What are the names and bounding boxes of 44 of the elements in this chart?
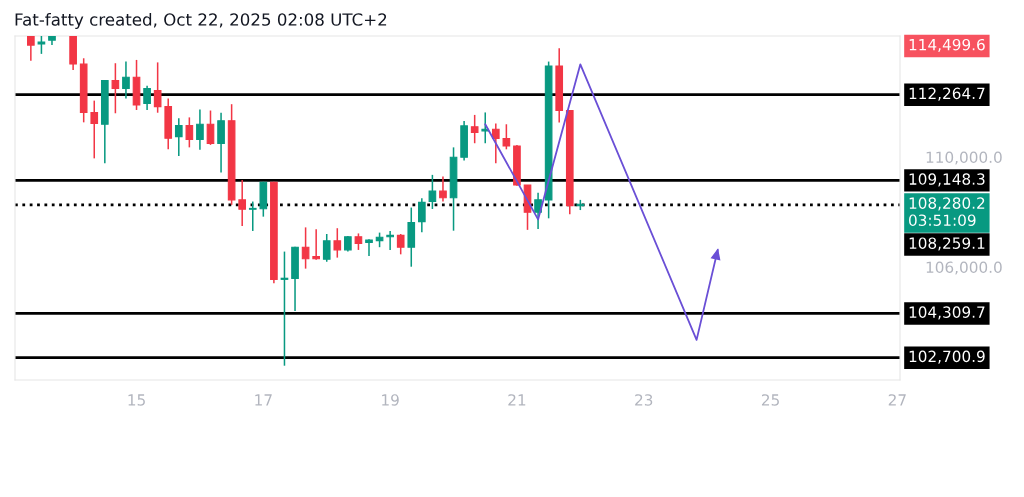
x-tick-label: 17 <box>255 394 272 406</box>
x-tick-label: 25 <box>761 394 779 406</box>
candlestick <box>322 233 331 263</box>
candlestick <box>470 114 479 145</box>
ref-line-label: 109,148.3 <box>909 173 985 187</box>
candlestick <box>396 233 405 256</box>
candlestick <box>491 122 500 165</box>
x-tick-label: 27 <box>888 394 906 406</box>
candlestick <box>153 61 162 114</box>
candlestick <box>111 62 120 115</box>
candlestick <box>122 60 130 100</box>
candlestick <box>90 99 99 160</box>
candlestick <box>174 117 183 157</box>
text: 108,280.2 03:51:09 <box>909 197 985 226</box>
chart-title: Fat-fatty created, Oct 22, 2025 02:08 UTC+2 <box>15 12 387 30</box>
x-tick-label: 19 <box>382 394 399 406</box>
candlestick <box>439 175 447 203</box>
candlestick <box>481 111 490 145</box>
y-tick-label: 110,000.0 <box>926 151 1002 165</box>
ref-line-label: 108,259.1 <box>909 237 985 251</box>
ref-line-label: 104,309.7 <box>909 306 985 320</box>
x-tick-label: 15 <box>128 394 145 406</box>
candlestick <box>418 197 426 234</box>
candlestick <box>534 191 542 230</box>
y-tick-label: 106,000.0 <box>926 261 1002 275</box>
candlestick <box>185 116 194 149</box>
candlestick <box>365 238 373 257</box>
candlestick <box>333 227 342 259</box>
candlestick <box>502 123 511 151</box>
candlestick <box>428 174 437 210</box>
candlestick <box>27 36 35 62</box>
ref-line-label: 112,264.7 <box>909 87 985 101</box>
candlestick <box>248 200 257 232</box>
ref-line-label: 102,700.9 <box>909 350 985 364</box>
x-tick-label: 23 <box>635 394 653 406</box>
candlestick <box>206 109 215 146</box>
candlestick <box>196 108 204 151</box>
candlestick <box>143 85 151 111</box>
candlestick <box>301 226 310 270</box>
text: 114,499.6 <box>909 38 985 52</box>
candlestick <box>217 111 225 174</box>
candlestick <box>238 179 247 227</box>
x-tick-label: 21 <box>508 394 526 406</box>
candlestick <box>312 228 320 261</box>
